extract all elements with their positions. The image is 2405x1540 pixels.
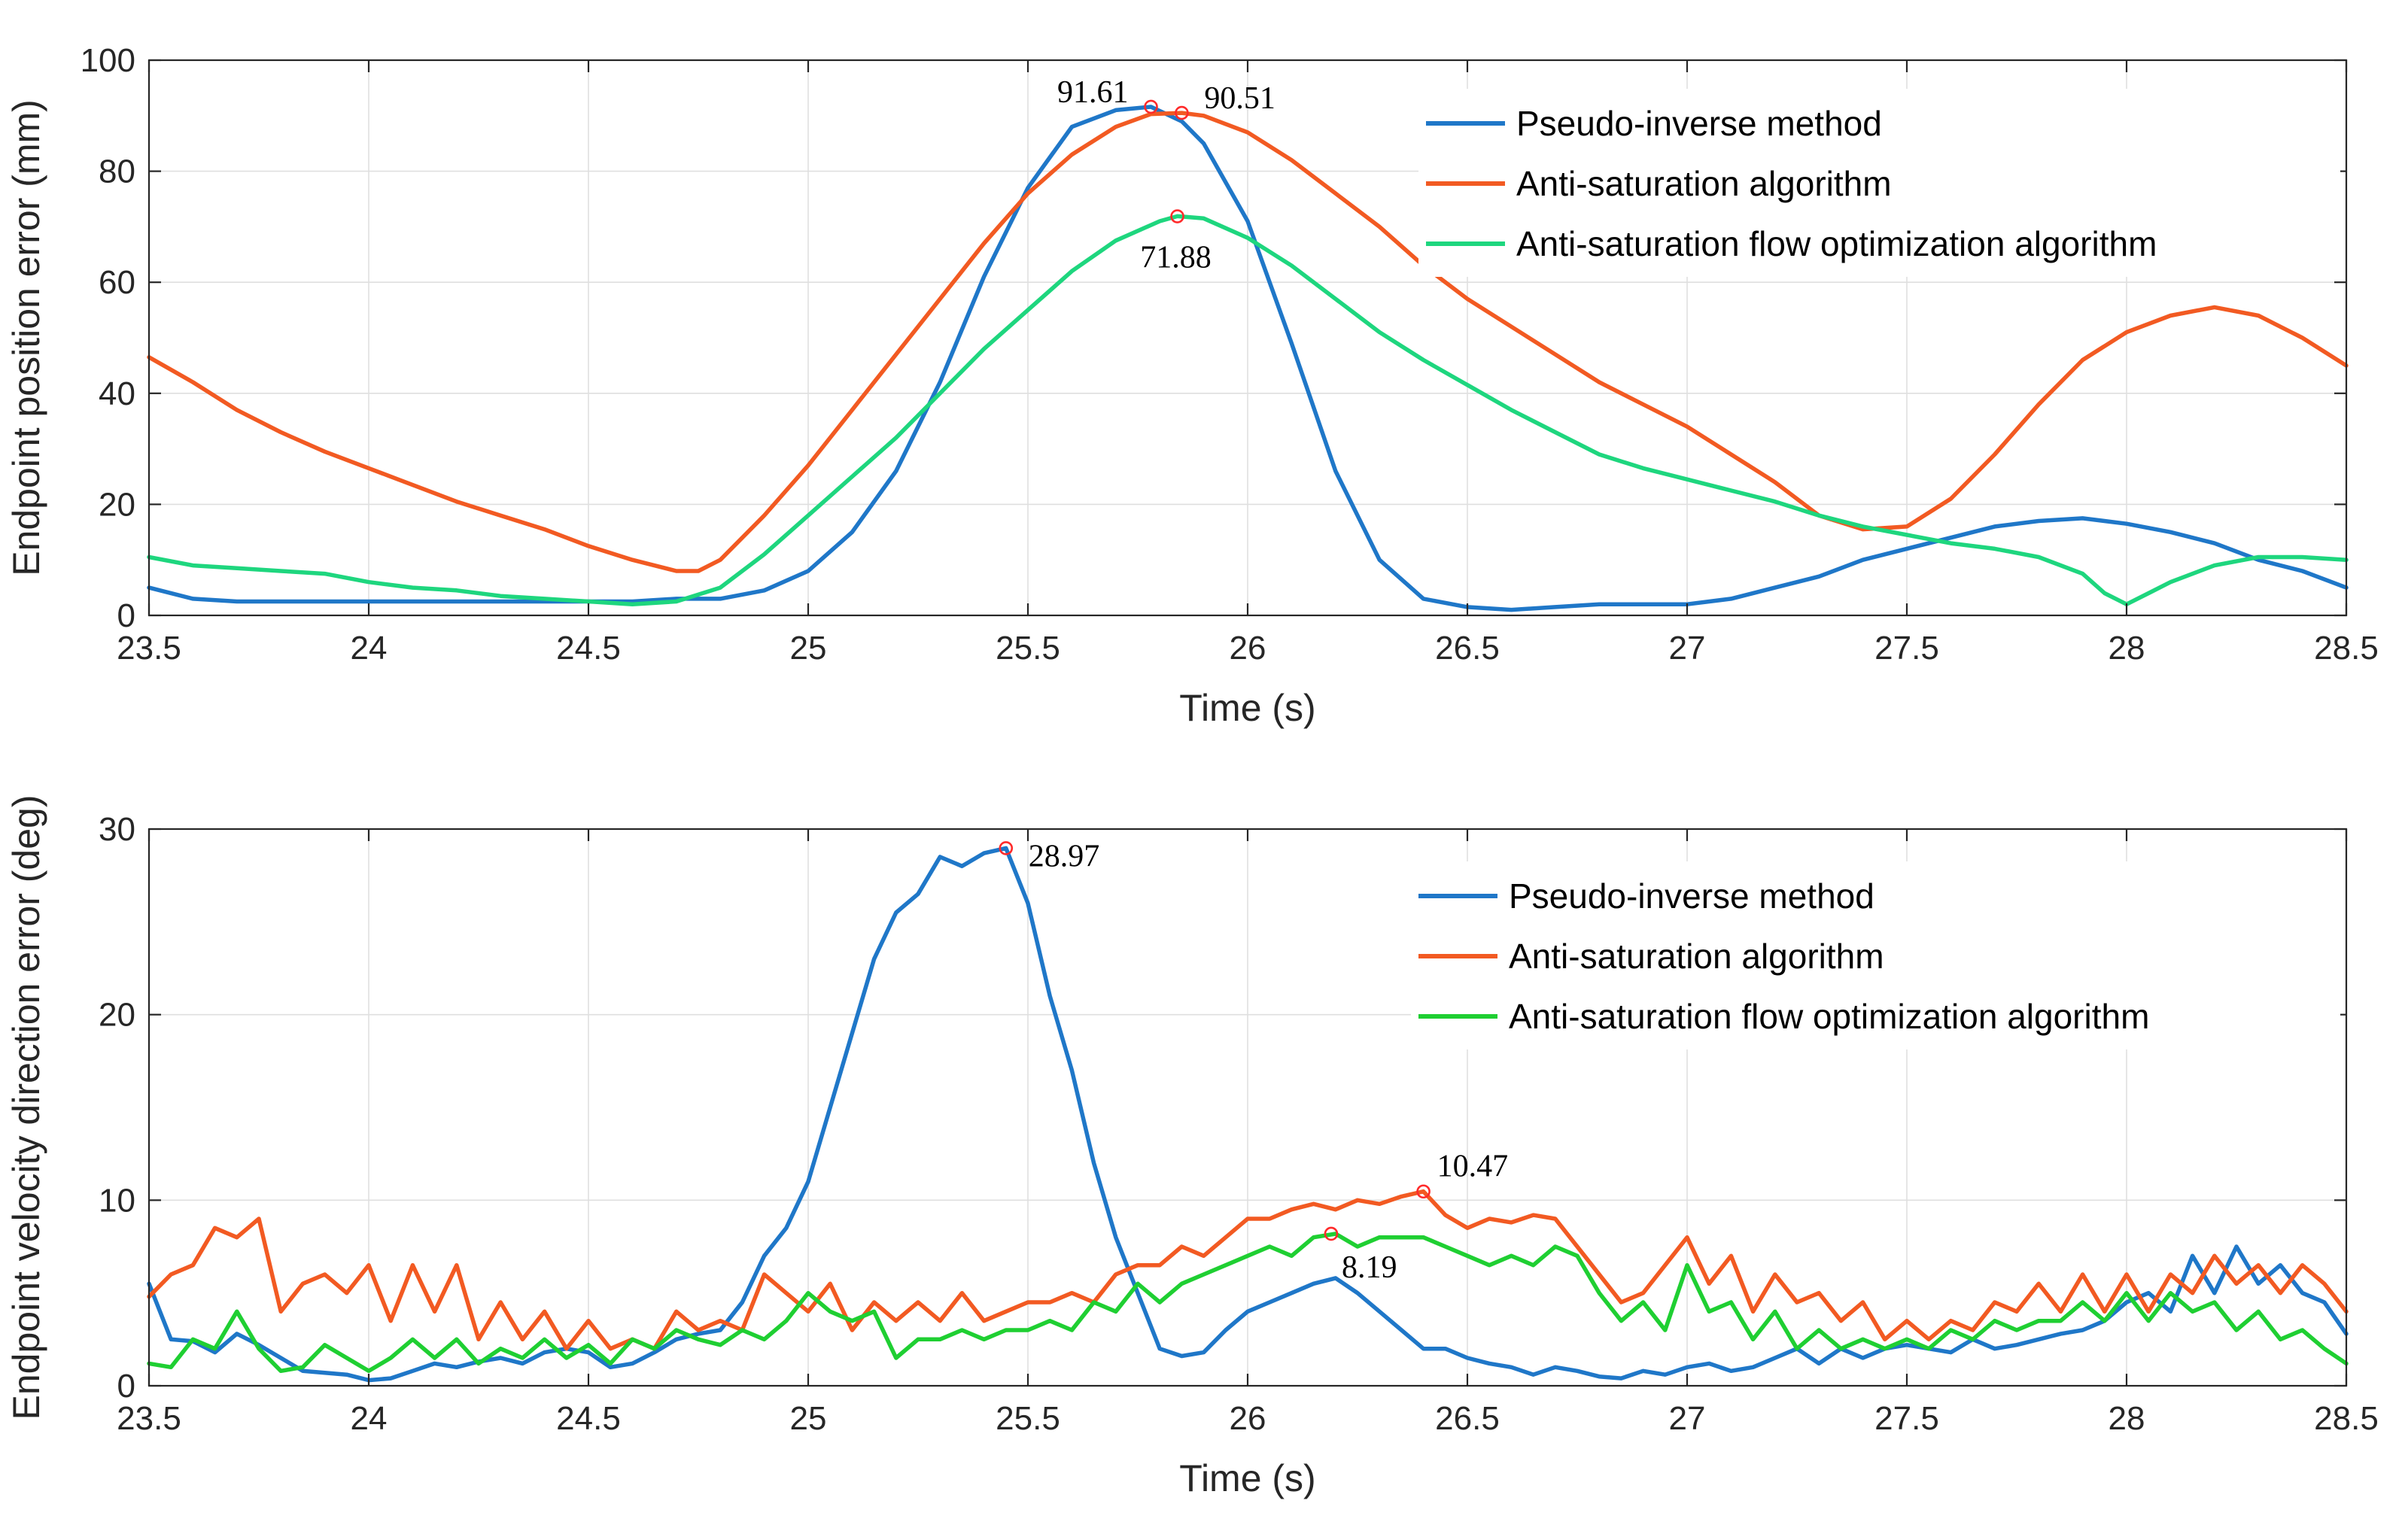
x-tick-label: 26.5 (1435, 1400, 1500, 1437)
x-tick-label: 27.5 (1874, 1400, 1939, 1437)
x-tick-label: 27 (1669, 630, 1706, 667)
annotation-label: 28.97 (1029, 839, 1100, 873)
y-axis-title: Endpoint position error (mm) (5, 99, 47, 576)
y-tick-label: 10 (99, 1182, 135, 1219)
x-tick-label: 24.5 (556, 630, 621, 667)
legend: Pseudo-inverse method Anti-saturation alg… (1418, 89, 2340, 277)
x-tick-label: 24.5 (556, 1400, 621, 1437)
series-line-2 (147, 111, 2349, 573)
legend: Pseudo-inverse method Anti-saturation alg… (1411, 861, 2340, 1049)
y-tick-label: 40 (99, 375, 135, 412)
annotation-label: 91.61 (1057, 75, 1129, 110)
x-tick-label: 23.5 (117, 630, 181, 667)
y-tick-label: 80 (99, 153, 135, 190)
annotation-label: 71.88 (1140, 241, 1212, 275)
annotation-label: 90.51 (1204, 81, 1275, 116)
peak-marker (1170, 209, 1184, 223)
y-tick-label: 60 (99, 264, 135, 301)
series-line-3 (147, 214, 2349, 606)
x-tick-label: 27.5 (1874, 630, 1939, 667)
series-line-3 (147, 1232, 2349, 1374)
y-tick-label: 20 (99, 997, 135, 1034)
x-tick-label: 28.5 (2314, 1400, 2379, 1437)
legend-label-2: Anti-saturation algorithm (1516, 164, 1892, 203)
x-tick-label: 28.5 (2314, 630, 2379, 667)
legend-label-3: Anti-saturation flow optimization algori… (1509, 997, 2149, 1036)
peak-marker (1324, 1226, 1339, 1241)
annotation-label: 8.19 (1342, 1250, 1397, 1285)
y-tick-label: 0 (117, 597, 135, 634)
x-tick-label: 28 (2109, 1400, 2145, 1437)
position-error-panel: 91.61 90.51 71.88 23.5 24 24.5 25 25.5 26 26.5 27 2… (5, 42, 2379, 729)
x-tick-label: 28 (2109, 630, 2145, 667)
y-tick-label: 20 (99, 486, 135, 523)
x-tick-label: 25.5 (996, 630, 1060, 667)
series-line-1 (147, 105, 2349, 612)
legend-box (1418, 89, 2340, 277)
x-tick-label: 24 (351, 1400, 388, 1437)
x-tick-label: 26 (1230, 1400, 1266, 1437)
y-tick-label: 30 (99, 811, 135, 848)
y-tick-label: 100 (81, 42, 135, 79)
x-tick-label: 25 (790, 1400, 827, 1437)
x-tick-label: 25.5 (996, 1400, 1060, 1437)
peak-marker (999, 841, 1014, 855)
series-line-1 (147, 846, 2349, 1383)
peak-marker (1416, 1184, 1431, 1199)
x-tick-label: 25 (790, 630, 827, 667)
peak-marker (1175, 105, 1189, 120)
x-tick-label: 24 (351, 630, 388, 667)
x-axis-title: Time (s) (1179, 687, 1315, 729)
y-tick-label: 0 (117, 1368, 135, 1405)
x-tick-label: 26.5 (1435, 630, 1500, 667)
x-tick-label: 26 (1230, 630, 1266, 667)
peak-marker (1144, 99, 1158, 114)
legend-label-3: Anti-saturation flow optimization algori… (1516, 224, 2157, 263)
x-axis-title: Time (s) (1179, 1457, 1315, 1499)
annotation-label: 10.47 (1437, 1150, 1509, 1184)
series-line-2 (147, 1189, 2349, 1351)
x-tick-label: 27 (1669, 1400, 1706, 1437)
velocity-error-panel: 28.97 10.47 8.19 23.5 24 24.5 25 25.5 26 26.5 27 27… (5, 795, 2379, 1499)
legend-label-1: Pseudo-inverse method (1516, 104, 1882, 143)
y-axis-title: Endpoint velocity direction error (deg) (5, 795, 47, 1420)
x-tick-label: 23.5 (117, 1400, 181, 1437)
legend-box (1411, 861, 2340, 1049)
legend-label-2: Anti-saturation algorithm (1509, 937, 1884, 976)
legend-label-1: Pseudo-inverse method (1509, 876, 1874, 916)
